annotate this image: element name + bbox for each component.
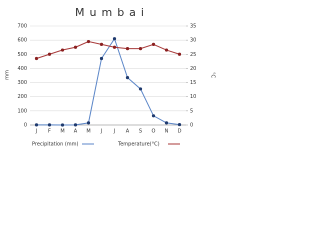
data-point xyxy=(47,52,52,56)
data-point xyxy=(86,121,91,125)
data-point xyxy=(151,114,156,118)
x-tick-label: M xyxy=(86,129,90,135)
legend-label: Temperature(°C) xyxy=(117,142,160,148)
x-tick-label: O xyxy=(152,129,156,135)
y2-tick-label: 30 xyxy=(190,38,196,44)
data-point xyxy=(47,123,52,127)
y-tick-label: 600 xyxy=(17,38,27,44)
data-point xyxy=(34,123,39,127)
y-axis-label: mm xyxy=(5,70,11,80)
y2-tick-label: 35 xyxy=(190,24,196,30)
data-point xyxy=(138,47,143,51)
data-point xyxy=(86,39,91,44)
data-point xyxy=(177,122,182,127)
data-point xyxy=(125,76,130,80)
data-point xyxy=(73,123,78,127)
data-point xyxy=(164,48,169,52)
y-tick-label: 0 xyxy=(24,123,27,129)
x-tick-label: A xyxy=(74,129,78,135)
x-tick-label: D xyxy=(178,129,182,135)
y2-tick-label: 10 xyxy=(190,94,196,100)
y-tick-label: 500 xyxy=(17,52,27,58)
x-tick-label: M xyxy=(60,129,64,135)
data-point xyxy=(60,48,65,52)
x-tick-label: J xyxy=(35,129,37,135)
x-tick-label: S xyxy=(139,129,142,135)
y2-tick-label: 20 xyxy=(190,66,196,72)
y-tick-label: 100 xyxy=(17,108,27,114)
chart-title: Mumbai xyxy=(75,6,149,19)
y2-tick-label: 25 xyxy=(190,52,196,58)
data-point xyxy=(125,47,130,51)
legend-label: Precipitation (mm) xyxy=(32,142,79,148)
x-tick-label: J xyxy=(100,129,102,135)
y-tick-label: 300 xyxy=(17,80,27,86)
data-point xyxy=(138,87,143,91)
x-tick-label: N xyxy=(165,129,169,135)
x-tick-label: F xyxy=(48,129,51,135)
y2-axis-label: °C xyxy=(210,72,216,79)
data-point xyxy=(151,42,156,46)
chart: Mumbai mm °C 0 100 200 300 400 500 600 700 0 5 10 1… xyxy=(5,6,216,148)
data-point xyxy=(73,45,78,49)
series-line xyxy=(36,41,180,60)
y-tick-label: 400 xyxy=(17,66,27,72)
data-point xyxy=(112,45,117,49)
data-point xyxy=(177,52,182,56)
data-point xyxy=(99,56,104,61)
y2-tick-label: 5 xyxy=(190,108,193,114)
series-line xyxy=(36,37,180,126)
data-point xyxy=(60,123,65,127)
data-point xyxy=(34,56,39,61)
data-point xyxy=(112,37,117,41)
x-tick-label: J xyxy=(113,129,115,135)
y-tick-label: 200 xyxy=(17,94,27,100)
y2-tick-label: 0 xyxy=(190,123,193,129)
data-point xyxy=(99,42,104,46)
y-tick-label: 700 xyxy=(17,24,27,30)
x-tick-label: A xyxy=(126,129,130,135)
y2-tick-label: 15 xyxy=(190,80,196,86)
data-point xyxy=(164,121,169,125)
